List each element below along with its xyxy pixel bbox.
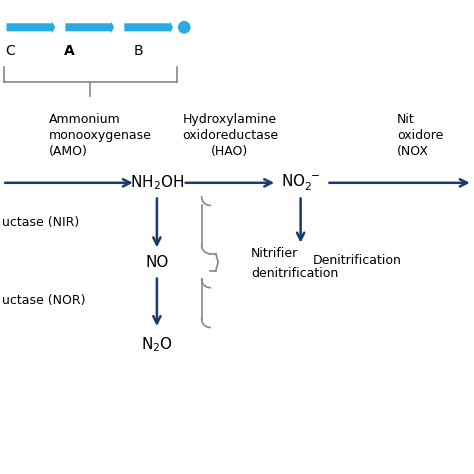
Text: monooxygenase: monooxygenase	[48, 129, 151, 142]
Circle shape	[179, 22, 190, 33]
Text: C: C	[5, 44, 15, 58]
Text: $\mathrm{NH_2OH}$: $\mathrm{NH_2OH}$	[130, 173, 184, 192]
Text: B: B	[133, 44, 143, 58]
Text: (HAO): (HAO)	[211, 145, 248, 158]
Text: $\mathrm{NO_2^{\ -}}$: $\mathrm{NO_2^{\ -}}$	[281, 173, 320, 193]
Text: Ammonium: Ammonium	[48, 113, 120, 126]
Text: Hydroxylamine: Hydroxylamine	[183, 113, 277, 126]
Text: uctase (NOR): uctase (NOR)	[2, 294, 86, 307]
Text: denitrification: denitrification	[251, 267, 338, 280]
Text: NO: NO	[145, 255, 169, 271]
Text: oxidore: oxidore	[397, 129, 444, 142]
Text: oxidoreductase: oxidoreductase	[182, 129, 278, 142]
Text: Nitrifier: Nitrifier	[251, 247, 299, 260]
Text: (NOX: (NOX	[397, 145, 429, 158]
Text: $\mathrm{N_2O}$: $\mathrm{N_2O}$	[141, 335, 173, 354]
Text: Nit: Nit	[397, 113, 415, 126]
Text: A: A	[64, 44, 75, 58]
Text: (AMO): (AMO)	[48, 145, 87, 158]
Text: Denitrification: Denitrification	[312, 254, 401, 267]
Text: uctase (NIR): uctase (NIR)	[2, 216, 80, 229]
